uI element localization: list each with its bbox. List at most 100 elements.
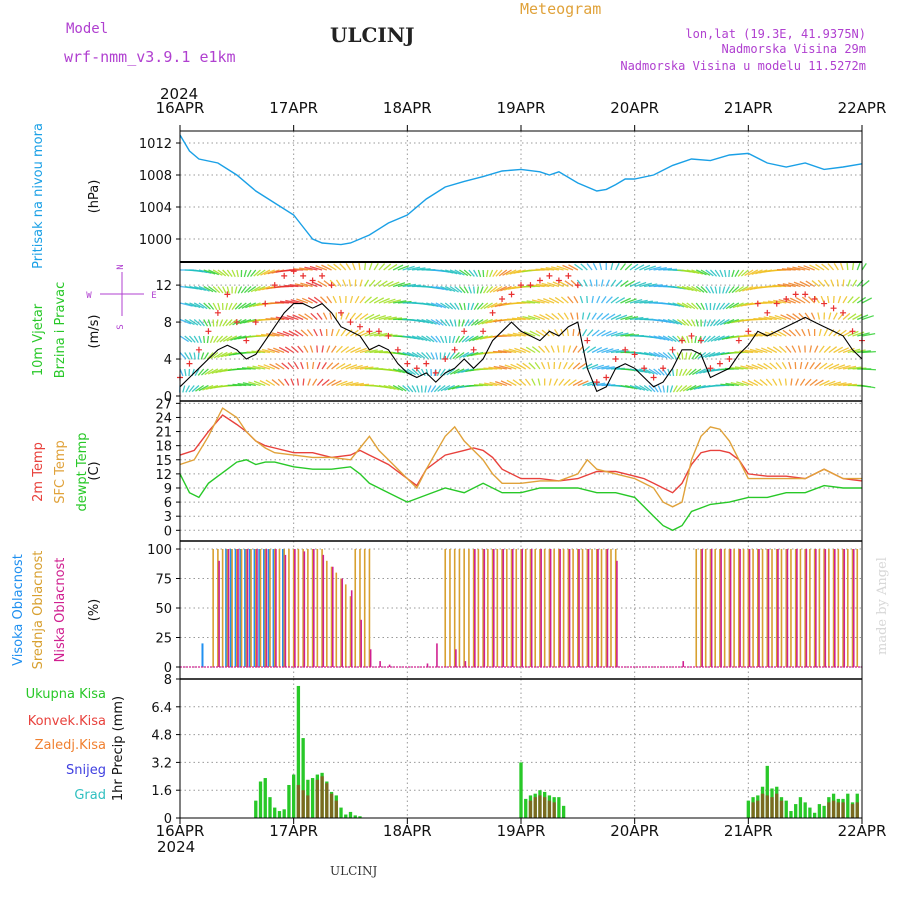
wind-barb [620, 333, 634, 337]
wind-barb [567, 379, 577, 387]
wind-barb [483, 302, 493, 310]
wind-barb [847, 296, 854, 304]
wind-barb [681, 285, 694, 292]
wind-barb [435, 302, 447, 309]
precip-bar-0 [789, 811, 793, 818]
wind-barb [219, 319, 224, 327]
panel-title: SFC Temp [53, 440, 68, 504]
wind-barb [510, 363, 522, 370]
wind-barb [351, 262, 356, 271]
wind-barb [322, 312, 328, 320]
panel-title: Pritisak na nivou mora [31, 123, 46, 269]
wind-barb [184, 352, 190, 360]
wind-barb [329, 312, 333, 320]
wind-barb [205, 384, 219, 390]
wind-barb [639, 368, 651, 374]
wind-barb [667, 302, 681, 307]
wind-barb [310, 312, 318, 320]
wind-barb [294, 283, 309, 288]
wind-barb [725, 286, 730, 294]
wind-barb [624, 280, 635, 288]
gust-marker [262, 300, 269, 307]
wind-barb [669, 385, 674, 393]
wind-barb [300, 329, 309, 337]
wind-barb [679, 385, 688, 393]
wind-barb [857, 314, 869, 321]
precip-bar-0 [344, 814, 348, 818]
wind-barb [246, 269, 252, 278]
wind-barb [265, 318, 280, 321]
gust-marker [641, 365, 648, 372]
wind-barb [819, 380, 830, 387]
wind-barb [330, 328, 334, 337]
wind-barb [203, 302, 211, 310]
wind-barb [189, 302, 201, 309]
wind-barb [605, 279, 610, 287]
wind-barb [290, 299, 304, 304]
wind-barb [531, 299, 545, 304]
wind-barb [786, 267, 801, 271]
wind-barb [358, 262, 361, 271]
wind-barb [563, 378, 571, 386]
wind-barb [701, 351, 711, 359]
wind-barb [326, 296, 333, 304]
wind-barb [745, 364, 758, 370]
wind-barb [662, 318, 676, 324]
wind-barb [685, 368, 692, 376]
wind-barb [216, 319, 219, 327]
wind-barb [505, 269, 517, 276]
precip-bar-1 [775, 793, 779, 818]
gust-marker [669, 346, 676, 353]
compass-rose: N S W E [86, 264, 156, 329]
precip-bar-1 [306, 795, 310, 818]
wind-barb [512, 379, 522, 387]
wind-barb [300, 361, 304, 370]
wind-barb [478, 383, 493, 387]
wind-barb [596, 365, 610, 370]
wind-barb [519, 347, 531, 354]
wind-barb [539, 313, 550, 321]
precip-bar-1 [334, 800, 338, 818]
wind-barb [331, 345, 337, 353]
wind-barb [234, 302, 243, 310]
wind-barb [795, 378, 799, 386]
wind-barb [586, 263, 593, 271]
wind-barbs [179, 262, 876, 393]
wind-barb [436, 368, 442, 377]
wind-barb [289, 284, 304, 288]
wind-barb [479, 286, 484, 294]
wind-barb [577, 362, 587, 370]
wind-barb [335, 279, 342, 287]
year-top: 2024 [160, 85, 198, 103]
wind-barb [695, 285, 705, 293]
gust-marker [300, 272, 307, 279]
y-tick-label: 1008 [139, 169, 172, 184]
wind-barb [524, 378, 531, 386]
wind-barb [508, 348, 522, 354]
wind-barb [247, 366, 261, 370]
precip-bar-0 [353, 815, 357, 818]
wind-barb [500, 380, 512, 387]
wind-barb [204, 368, 214, 376]
wind-barb [795, 297, 806, 304]
y-tick-label: 50 [155, 602, 172, 617]
wind-barb [407, 351, 419, 358]
wind-barb [747, 379, 759, 387]
wind-barb [238, 302, 247, 310]
wind-barb [397, 351, 411, 357]
wind-barb [600, 296, 607, 304]
wind-barb [799, 281, 811, 288]
wind-barb [838, 382, 852, 387]
gust-marker [716, 360, 723, 367]
axis-label: (C) [87, 461, 102, 480]
wind-barb [861, 332, 876, 337]
wind-barb [753, 317, 768, 321]
y-tick-label: 6 [164, 496, 172, 511]
wind-barb [317, 280, 328, 288]
gust-marker [480, 328, 487, 335]
wind-barb [402, 265, 415, 271]
wind-barb [861, 368, 876, 371]
wind-barb [648, 385, 656, 393]
wind-barb [378, 315, 392, 321]
gust-marker [792, 291, 799, 298]
